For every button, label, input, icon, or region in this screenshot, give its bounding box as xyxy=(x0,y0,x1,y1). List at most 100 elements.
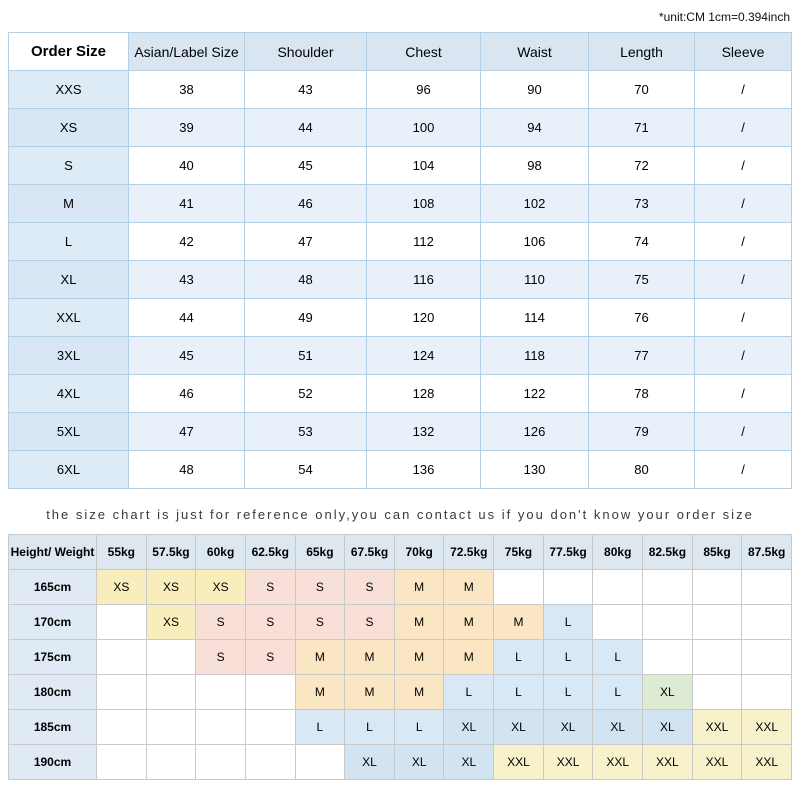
size-cell-empty xyxy=(741,569,792,605)
measurement-cell: 98 xyxy=(480,146,589,185)
size-cell: S xyxy=(244,604,296,640)
size-cell: M xyxy=(393,674,445,710)
height-label-cell: 180cm xyxy=(8,674,97,710)
size-table-header: Order Size Asian/Label Size Shoulder Chest W… xyxy=(8,32,792,71)
size-cell: M xyxy=(493,604,544,640)
size-cell-empty xyxy=(542,569,594,605)
size-cell: S xyxy=(195,604,246,640)
weight-column-header: 82.5kg xyxy=(642,534,693,570)
size-cell: XL xyxy=(542,709,594,745)
size-cell-empty xyxy=(294,744,346,780)
size-cell-empty xyxy=(741,604,792,640)
measurement-cell: 49 xyxy=(244,298,367,337)
size-cell-empty xyxy=(642,569,693,605)
size-cell: XXL xyxy=(691,709,743,745)
measurement-cell: / xyxy=(694,70,792,109)
weight-column-header: 62.5kg xyxy=(244,534,296,570)
size-table-row: XS 39 44 100 94 71/ xyxy=(8,108,792,147)
weight-column-header: 85kg xyxy=(691,534,743,570)
size-cell-empty xyxy=(145,709,197,745)
size-table: Order Size Asian/Label Size Shoulder Chest W… xyxy=(8,32,792,489)
size-cell: XXL xyxy=(741,709,792,745)
size-cell-empty xyxy=(195,709,246,745)
height-label-cell: 185cm xyxy=(8,709,97,745)
measurement-cell: 120 xyxy=(366,298,481,337)
size-cell-empty xyxy=(741,674,792,710)
size-label-cell: 6XL xyxy=(8,450,129,489)
measurement-cell: 41 xyxy=(128,184,245,223)
size-cell: L xyxy=(542,639,594,675)
size-table-column-header: Length xyxy=(588,32,695,71)
weight-column-header: 57.5kg xyxy=(145,534,197,570)
size-cell: S xyxy=(244,569,296,605)
size-label-cell: 4XL xyxy=(8,374,129,413)
height-weight-table: Height/ Weight 55kg 57.5kg 60kg 62.5kg 65kg 67… xyxy=(8,534,792,780)
measurement-cell: 136 xyxy=(366,450,481,489)
measurement-cell: 47 xyxy=(244,222,367,261)
size-cell-empty xyxy=(96,744,147,780)
size-cell: L xyxy=(542,674,594,710)
height-label-cell: 175cm xyxy=(8,639,97,675)
height-weight-row: 190cm XL XL XL XXL XXL XXL XXL XXL XXL xyxy=(8,744,792,780)
size-label-cell: 3XL xyxy=(8,336,129,375)
size-cell: XL xyxy=(642,709,693,745)
size-cell: M xyxy=(344,674,395,710)
measurement-cell: 122 xyxy=(480,374,589,413)
measurement-cell: 76 xyxy=(588,298,695,337)
size-cell: L xyxy=(542,604,594,640)
size-cell: M xyxy=(344,639,395,675)
height-weight-row: 185cm L L L XL XL XL XL XL XXL XXL xyxy=(8,709,792,745)
size-cell: L xyxy=(393,709,445,745)
size-cell-empty xyxy=(96,709,147,745)
size-cell-empty xyxy=(493,569,544,605)
size-label-cell: M xyxy=(8,184,129,223)
size-cell-empty xyxy=(244,744,296,780)
size-cell-empty xyxy=(642,604,693,640)
size-cell: XXL xyxy=(493,744,544,780)
size-cell: M xyxy=(443,569,495,605)
size-cell: S xyxy=(344,604,395,640)
size-cell: S xyxy=(244,639,296,675)
reference-note: the size chart is just for reference onl… xyxy=(46,507,754,522)
size-cell: L xyxy=(493,639,544,675)
measurement-cell: 43 xyxy=(128,260,245,299)
size-label-cell: L xyxy=(8,222,129,261)
weight-column-header: 77.5kg xyxy=(542,534,594,570)
measurement-cell: / xyxy=(694,146,792,185)
measurement-cell: 45 xyxy=(128,336,245,375)
size-cell: XS xyxy=(145,604,197,640)
size-cell-empty xyxy=(145,674,197,710)
weight-column-header: 67.5kg xyxy=(344,534,395,570)
size-cell: L xyxy=(592,639,644,675)
weight-column-header: 65kg xyxy=(294,534,346,570)
size-table-row: 5XL 47 53 132 126 79/ xyxy=(8,412,792,451)
size-cell: XS xyxy=(195,569,246,605)
measurement-cell: 75 xyxy=(588,260,695,299)
size-cell: XXL xyxy=(691,744,743,780)
size-cell: XS xyxy=(96,569,147,605)
size-cell: XXL xyxy=(741,744,792,780)
measurement-cell: 39 xyxy=(128,108,245,147)
measurement-cell: 70 xyxy=(588,70,695,109)
size-table-row: M 41 46 108 102 73/ xyxy=(8,184,792,223)
height-weight-header-row: Height/ Weight 55kg 57.5kg 60kg 62.5kg 65kg 67… xyxy=(8,534,792,570)
measurement-cell: / xyxy=(694,260,792,299)
measurement-cell: 114 xyxy=(480,298,589,337)
size-cell: M xyxy=(294,674,346,710)
measurement-cell: 47 xyxy=(128,412,245,451)
measurement-cell: / xyxy=(694,336,792,375)
measurement-cell: / xyxy=(694,298,792,337)
size-table-column-header: Shoulder xyxy=(244,32,367,71)
size-label-cell: XXL xyxy=(8,298,129,337)
measurement-cell: 106 xyxy=(480,222,589,261)
measurement-cell: 43 xyxy=(244,70,367,109)
unit-note: *unit:CM 1cm=0.394inch xyxy=(658,10,790,24)
size-table-row: S 40 45 104 98 72/ xyxy=(8,146,792,185)
size-table-corner-header: Order Size xyxy=(8,32,129,71)
size-cell: XL xyxy=(642,674,693,710)
measurement-cell: / xyxy=(694,412,792,451)
measurement-cell: 80 xyxy=(588,450,695,489)
measurement-cell: 45 xyxy=(244,146,367,185)
size-label-cell: XS xyxy=(8,108,129,147)
